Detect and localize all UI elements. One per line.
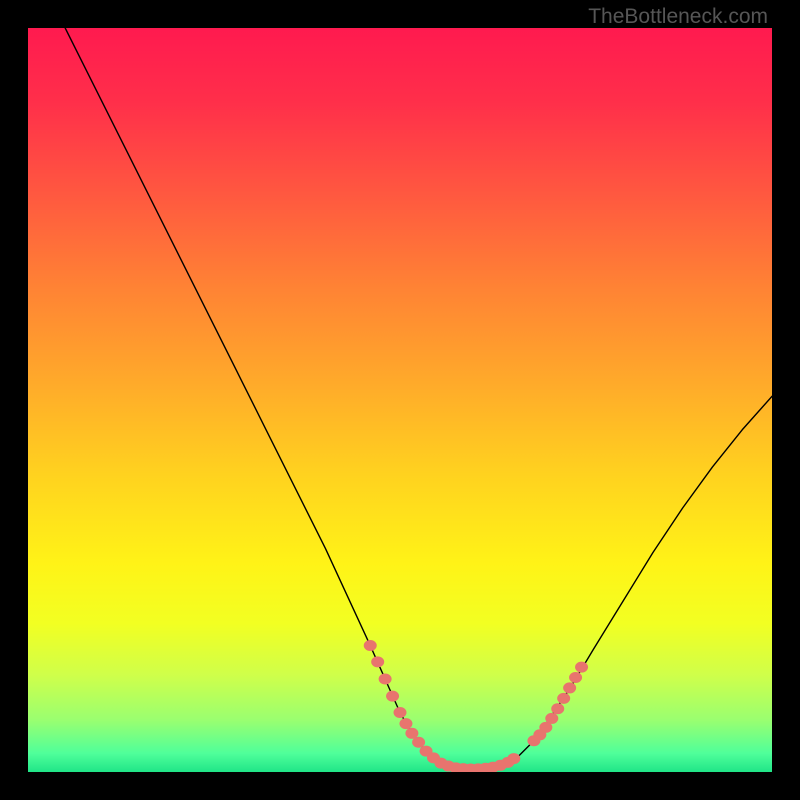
highlight-dot: [399, 718, 412, 729]
highlight-dot: [386, 691, 399, 702]
highlight-dot: [545, 713, 558, 724]
highlight-dot: [569, 672, 582, 683]
chart-frame: TheBottleneck.com: [0, 0, 800, 800]
plot-area: [28, 28, 772, 772]
highlight-dot: [557, 693, 570, 704]
highlight-dot: [371, 656, 384, 667]
highlight-dot: [507, 753, 520, 764]
highlight-dot: [394, 707, 407, 718]
curve-layer: [28, 28, 772, 772]
highlight-dot: [551, 703, 564, 714]
highlight-dot: [379, 674, 392, 685]
highlight-dot: [412, 737, 425, 748]
watermark-text: TheBottleneck.com: [588, 5, 768, 29]
highlight-dot: [364, 640, 377, 651]
bottleneck-curve: [65, 28, 772, 769]
highlight-dot: [563, 682, 576, 693]
highlight-dot: [575, 662, 588, 673]
